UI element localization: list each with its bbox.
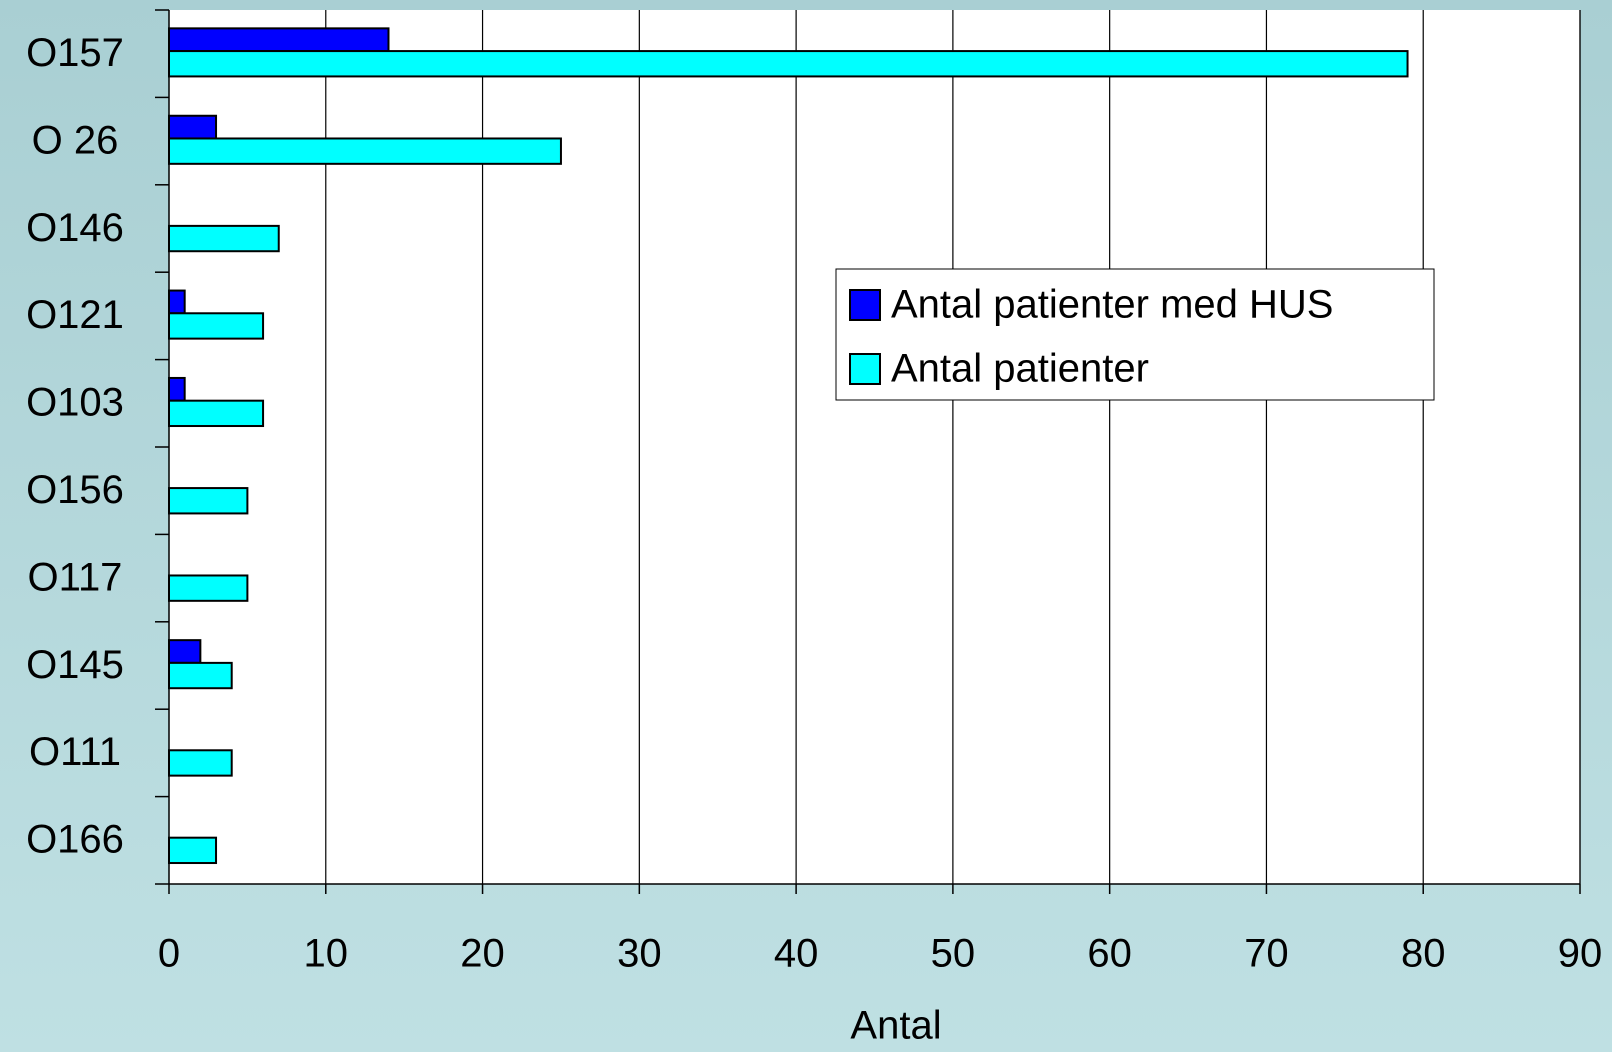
y-tick-label: O166 <box>26 818 124 862</box>
legend-swatch <box>849 353 881 385</box>
x-tick-label: 70 <box>1244 932 1289 976</box>
y-tick-label: O157 <box>26 31 124 75</box>
bar <box>168 224 280 253</box>
bar <box>168 639 202 664</box>
legend-label: Antal patienter <box>891 347 1149 391</box>
y-tick-label: O 26 <box>32 118 119 162</box>
y-tick-label: O103 <box>26 381 124 425</box>
bar <box>168 749 233 777</box>
x-tick-label: 80 <box>1401 932 1446 976</box>
x-tick-label: 30 <box>617 932 662 976</box>
bar <box>168 661 233 690</box>
y-tick-label: O121 <box>26 293 124 337</box>
bar <box>168 574 249 602</box>
bar <box>168 836 218 865</box>
bar <box>168 487 249 515</box>
bar <box>168 27 390 53</box>
bar <box>168 376 186 402</box>
x-tick-label: 60 <box>1087 932 1132 976</box>
bar <box>168 50 1409 78</box>
bar <box>168 399 265 428</box>
bar <box>168 114 218 140</box>
y-tick-label: O111 <box>29 730 121 774</box>
bar <box>168 312 265 340</box>
x-tick-label: 40 <box>774 932 819 976</box>
x-axis-title: Antal <box>850 1004 941 1048</box>
x-tick-label: 10 <box>304 932 349 976</box>
y-tick-label: O156 <box>26 468 124 512</box>
x-tick-label: 50 <box>931 932 976 976</box>
x-tick-label: 0 <box>158 932 180 976</box>
legend-swatch <box>849 289 881 321</box>
bar <box>168 137 562 165</box>
x-tick-label: 20 <box>460 932 505 976</box>
bar <box>168 289 186 315</box>
legend <box>835 268 1435 401</box>
x-tick-label: 90 <box>1558 932 1603 976</box>
y-tick-label: O117 <box>28 555 123 599</box>
legend-label: Antal patienter med HUS <box>891 283 1333 327</box>
y-tick-label: O146 <box>26 206 124 250</box>
y-tick-label: O145 <box>26 643 124 687</box>
